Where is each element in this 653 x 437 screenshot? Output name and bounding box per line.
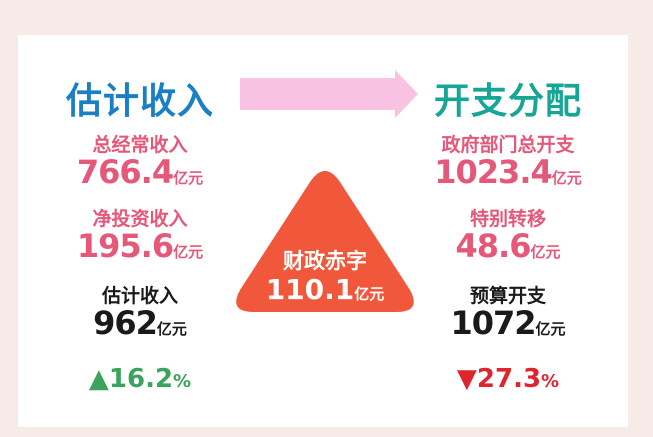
deficit-triangle: [236, 171, 414, 312]
value: 195.6: [76, 227, 174, 265]
value: 766.4: [76, 153, 174, 191]
value: 110.1: [265, 273, 355, 306]
amount: 1072亿元: [383, 304, 633, 342]
arrow: [240, 70, 418, 118]
amount: 766.4亿元: [15, 153, 265, 191]
unit: 亿元: [173, 169, 204, 187]
unit: 亿元: [173, 243, 204, 261]
change: ▲16.2%: [15, 364, 265, 394]
unit: %: [173, 371, 192, 392]
value: 1023.4: [434, 153, 552, 191]
change: ▼27.3%: [383, 364, 633, 394]
unit: 亿元: [551, 169, 582, 187]
label: 预算开支: [469, 285, 546, 307]
label: 总经常收入: [92, 134, 188, 156]
unit: 亿元: [156, 320, 187, 338]
unit: 亿元: [354, 285, 385, 303]
left-title: 估计收入: [65, 81, 214, 122]
amount: 1023.4亿元: [383, 153, 633, 191]
label: 政府部门总开支: [441, 134, 575, 156]
down-arrow: ▼: [456, 364, 477, 394]
label: 净投资收入: [92, 208, 188, 230]
amount: 962亿元: [15, 304, 265, 342]
amount: 48.6亿元: [383, 227, 633, 265]
right-title: 开支分配: [433, 81, 582, 122]
deficit-label: 财政赤字: [283, 249, 367, 273]
label: 特别转移: [469, 208, 546, 230]
value: 962: [93, 304, 158, 342]
value: 27.3: [476, 364, 542, 394]
value: 16.2: [108, 364, 174, 394]
unit: 亿元: [530, 243, 561, 261]
deficit-amount: 110.1亿元: [225, 273, 425, 306]
amount: 195.6亿元: [15, 227, 265, 265]
unit: 亿元: [535, 320, 566, 338]
label: 估计收入: [101, 285, 178, 307]
value: 1072: [450, 304, 536, 342]
up-arrow: ▲: [88, 364, 109, 394]
unit: %: [541, 371, 560, 392]
value: 48.6: [455, 227, 532, 265]
